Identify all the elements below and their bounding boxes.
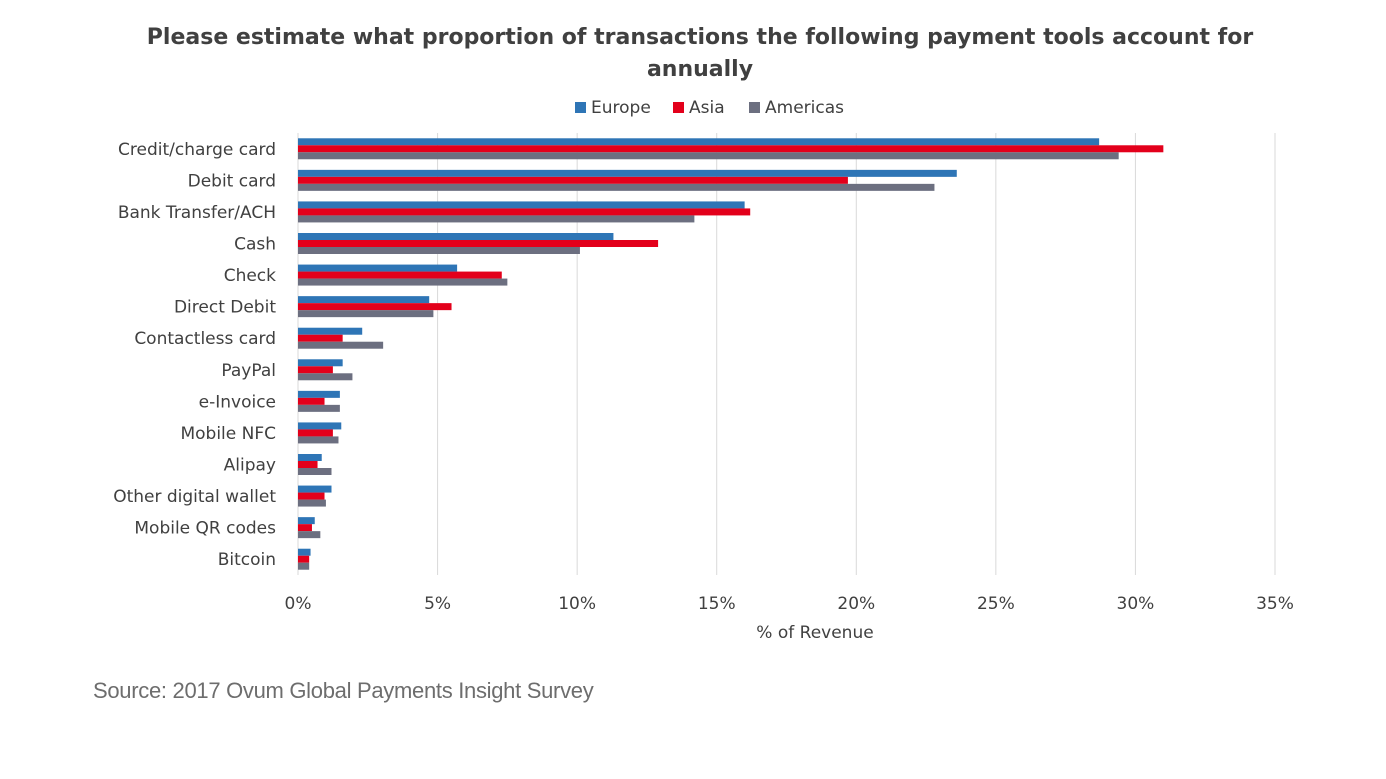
bar-americas: [298, 183, 935, 191]
category-label: Bank Transfer/ACH: [118, 203, 276, 223]
legend-label-americas: Americas: [765, 98, 844, 118]
bar-americas: [298, 341, 384, 349]
bar-europe: [298, 359, 343, 367]
x-tick-label: 5%: [424, 594, 451, 614]
bar-americas: [298, 499, 326, 507]
bar-asia: [298, 208, 751, 216]
bar-americas: [298, 247, 580, 254]
gridlines: [297, 133, 1276, 575]
source-note: Source: 2017 Ovum Global Payments Insigh…: [93, 678, 594, 703]
bar-americas: [298, 562, 310, 570]
x-tick-label: 30%: [1117, 594, 1155, 614]
bar-asia: [298, 524, 312, 532]
legend-swatch-asia: [673, 102, 684, 113]
bar-americas: [298, 404, 340, 412]
category-label: Direct Debit: [174, 298, 276, 318]
chart-title-line2: annually: [647, 57, 753, 82]
bar-americas: [298, 436, 339, 444]
bar-europe: [298, 169, 957, 177]
bar-europe: [298, 517, 315, 525]
bar-europe: [298, 201, 745, 209]
bar-americas: [298, 531, 321, 539]
x-tick-labels: 0% 5% 10% 15% 20% 25% 30% 35%: [285, 594, 1294, 614]
category-label: Alipay: [224, 456, 276, 476]
category-label: PayPal: [221, 361, 276, 381]
bar-europe: [298, 485, 332, 493]
legend: Europe Asia Americas: [575, 98, 844, 118]
bar-americas: [298, 215, 695, 223]
category-label: e-Invoice: [199, 392, 276, 412]
bar-europe: [298, 422, 342, 430]
category-label: Mobile QR codes: [134, 519, 276, 539]
bar-asia: [298, 492, 325, 500]
bar-europe: [298, 548, 311, 556]
bar-asia: [298, 176, 848, 184]
category-label: Bitcoin: [218, 550, 276, 570]
bar-asia: [298, 461, 318, 468]
category-labels: Credit/charge card Debit card Bank Transfe…: [113, 140, 276, 570]
category-label: Debit card: [188, 171, 276, 191]
x-axis-title: % of Revenue: [756, 623, 873, 643]
bar-americas: [298, 152, 1119, 160]
chart-title-line1: Please estimate what proportion of trans…: [147, 25, 1254, 50]
x-tick-label: 35%: [1256, 594, 1294, 614]
bar-asia: [298, 555, 310, 563]
category-label: Cash: [234, 235, 276, 255]
category-label: Other digital wallet: [113, 487, 276, 507]
bar-americas: [298, 278, 508, 286]
bar-europe: [298, 296, 430, 304]
bar-europe: [298, 390, 340, 398]
bar-americas: [298, 310, 434, 318]
bar-europe: [298, 264, 458, 272]
bar-europe: [298, 138, 1100, 146]
x-tick-label: 0%: [285, 594, 312, 614]
bar-europe: [298, 454, 322, 461]
bar-americas: [298, 468, 332, 475]
bar-asia: [298, 366, 333, 374]
legend-label-asia: Asia: [689, 98, 725, 118]
legend-label-europe: Europe: [591, 98, 651, 118]
category-label: Contactless card: [134, 329, 276, 349]
bar-asia: [298, 303, 452, 311]
legend-swatch-americas: [749, 102, 760, 113]
legend-swatch-europe: [575, 102, 586, 113]
bar-asia: [298, 334, 343, 342]
bars: [298, 138, 1164, 570]
x-tick-label: 20%: [837, 594, 875, 614]
bar-asia: [298, 429, 333, 437]
bar-asia: [298, 240, 659, 247]
category-label: Check: [224, 266, 276, 286]
bar-americas: [298, 373, 353, 381]
category-label: Credit/charge card: [118, 140, 276, 160]
x-tick-label: 15%: [698, 594, 736, 614]
bar-asia: [298, 271, 502, 279]
bar-asia: [298, 397, 325, 405]
bar-europe: [298, 327, 363, 335]
x-tick-label: 25%: [977, 594, 1015, 614]
bar-europe: [298, 233, 614, 240]
x-tick-label: 10%: [558, 594, 596, 614]
category-label: Mobile NFC: [180, 424, 276, 444]
bar-asia: [298, 145, 1164, 153]
